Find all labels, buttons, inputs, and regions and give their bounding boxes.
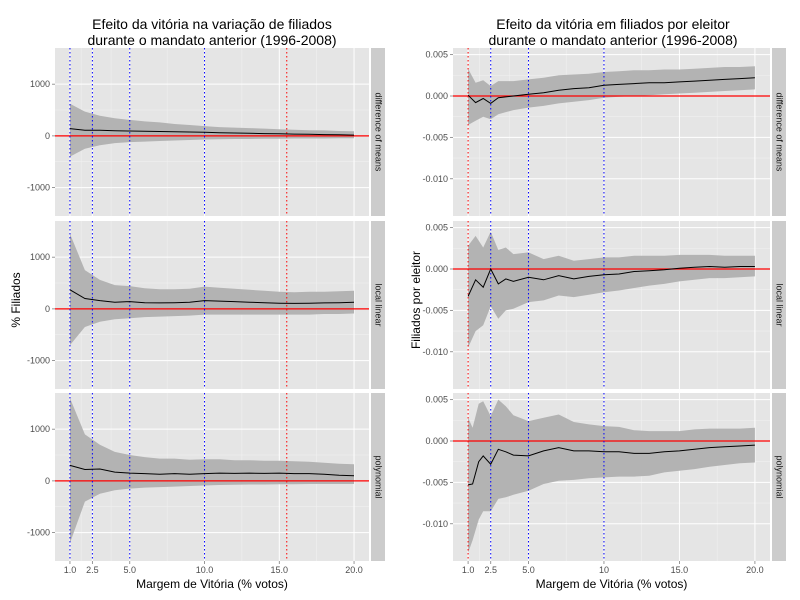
y-tick-label: -0.005 [422,132,448,142]
y-tick-label: 1000 [30,79,50,89]
facet-difference-of-means: difference of means -0.010 -0.005 0.000 0.00… [422,48,786,216]
facet-strip [772,221,786,389]
x-tick-label: 10 [599,565,609,575]
facet-strip [772,48,786,216]
confidence-band [468,399,755,553]
y-tick-label: -1000 [27,356,50,366]
facet-polynomial: polynomial -0.010 -0.005 0.000 0.005 [422,393,786,561]
facet-strip [371,221,385,389]
estimate-line [69,128,355,136]
facet-strip [772,393,786,561]
chart-1: Efeito da vitória na variação de filiado… [9,16,385,591]
y-tick-label: 1000 [30,252,50,262]
estimate-line [468,444,755,486]
y-tick-label: 0.005 [425,50,448,60]
x-tick-label: 10.0 [196,565,214,575]
x-tick-label: 15.0 [671,565,689,575]
y-tick-label: -0.005 [422,305,448,315]
facet-local-linear: local linear -0.010 -0.005 0.000 0.005 [422,221,786,389]
facet-strip [371,48,385,216]
facet-strip-label: polynomial [374,455,384,498]
y-tick-label: -0.010 [422,519,448,529]
x-tick-label: 1.0 [462,565,475,575]
x-tick-label: 15.0 [271,565,289,575]
chart-title-line: Efeito da vitória na variação de filiado… [92,16,332,32]
y-tick-label: 0.000 [425,436,448,446]
y-tick-label: -0.005 [422,477,448,487]
x-axis-label: Margem de Vitória (% votos) [136,577,288,591]
confidence-band [70,398,354,543]
y-tick-label: 0 [45,476,50,486]
confidence-band [70,233,354,346]
confidence-band [468,231,755,348]
x-tick-label: 5.0 [124,565,137,575]
facet-strip-label: local linear [374,283,384,326]
y-tick-label: -0.010 [422,174,448,184]
y-tick-label: -1000 [27,183,50,193]
x-tick-label: 2.5 [484,565,497,575]
facet-strip [371,393,385,561]
y-tick-label: 0.000 [425,264,448,274]
y-tick-label: 1000 [30,424,50,434]
facet-difference-of-means: difference of means -1000 0 1000 [27,48,385,216]
x-tick-label: 2.5 [86,565,99,575]
estimate-line [467,265,755,297]
estimate-line [467,77,755,105]
facet-strip-label: local linear [775,283,785,326]
y-tick-label: 0 [45,131,50,141]
y-tick-label: 0.000 [425,91,448,101]
estimate-line [69,289,355,304]
chart-title-line: Efeito da vitória em filiados por eleito… [496,16,730,32]
facet-local-linear: local linear -1000 0 1000 [27,221,385,389]
facet-strip-label: polynomial [775,455,785,498]
chart-title-line: durante o mandato anterior (1996-2008) [488,32,737,48]
chart-title: Efeito da vitória na variação de filiado… [87,16,336,48]
facet-strip-label: difference of means [775,93,785,172]
y-tick-label: 0 [45,304,50,314]
chart-title-line: durante o mandato anterior (1996-2008) [87,32,336,48]
y-axis-label: % Filiados [9,272,23,327]
x-tick-label: 5.0 [522,565,535,575]
confidence-band [70,103,354,157]
chart-title: Efeito da vitória em filiados por eleito… [488,16,737,48]
facet-strip-label: difference of means [374,93,384,172]
y-tick-label: -0.010 [422,347,448,357]
estimate-line [69,464,355,477]
x-tick-label: 20.0 [345,565,363,575]
y-tick-label: -1000 [27,528,50,538]
y-tick-label: 0.005 [425,223,448,233]
x-axis-label: Margem de Vitória (% votos) [536,577,688,591]
chart-2: Efeito da vitória em filiados por eleito… [409,16,786,591]
x-tick-label: 1.0 [64,565,77,575]
facet-polynomial: polynomial -1000 0 1000 [27,393,385,561]
y-axis-label: Filiados por eleitor [409,251,423,349]
y-tick-label: 0.005 [425,395,448,405]
x-tick-label: 20.0 [746,565,764,575]
